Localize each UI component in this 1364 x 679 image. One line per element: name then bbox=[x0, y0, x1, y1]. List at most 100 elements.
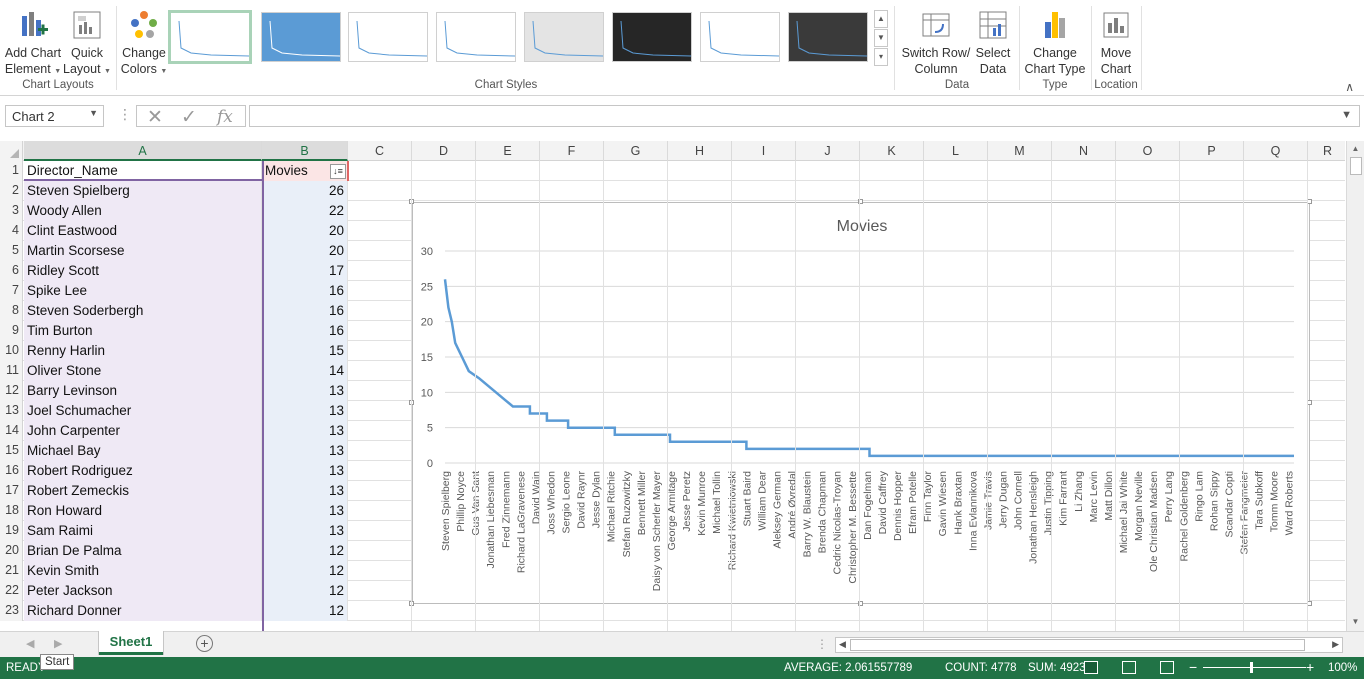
cell-director-name[interactable]: Steven Soderbergh bbox=[24, 301, 262, 321]
row-header[interactable]: 13 bbox=[0, 401, 23, 421]
cell-movies[interactable]: 26 bbox=[262, 181, 348, 201]
cell-director-name[interactable]: Spike Lee bbox=[24, 281, 262, 301]
name-box[interactable]: Chart 2 ▼ bbox=[5, 105, 104, 127]
chart-style-8[interactable] bbox=[788, 12, 868, 62]
cell-director-name[interactable]: Ridley Scott bbox=[24, 261, 262, 281]
chevron-down-icon[interactable]: ▼ bbox=[89, 108, 98, 118]
cell-director-name[interactable]: John Carpenter bbox=[24, 421, 262, 441]
column-header-n[interactable]: N bbox=[1052, 141, 1116, 161]
column-header-a[interactable]: A bbox=[24, 141, 262, 161]
zoom-out-button[interactable]: − bbox=[1189, 659, 1198, 675]
cell-director-name[interactable]: Michael Bay bbox=[24, 441, 262, 461]
cell-director-name[interactable]: Martin Scorsese bbox=[24, 241, 262, 261]
quick-layout-button[interactable]: Quick Layout ▼ bbox=[62, 8, 112, 80]
status-sum[interactable]: SUM: 4923 bbox=[1028, 662, 1086, 674]
cell-movies[interactable]: 13 bbox=[262, 521, 348, 541]
change-colors-button[interactable]: Change Colors ▼ bbox=[120, 8, 168, 80]
select-all-button[interactable] bbox=[0, 141, 23, 161]
cell-movies[interactable]: 13 bbox=[262, 441, 348, 461]
collapse-ribbon-icon[interactable]: ∧ bbox=[1345, 80, 1354, 94]
cell-movies[interactable]: 14 bbox=[262, 361, 348, 381]
chart-style-5[interactable] bbox=[524, 12, 604, 62]
add-chart-element-button[interactable]: Add Chart Element ▼ bbox=[4, 8, 62, 80]
sort-filter-dropdown-icon[interactable]: ↓≡ bbox=[330, 164, 346, 179]
row-header[interactable]: 7 bbox=[0, 281, 23, 301]
cell-director-name[interactable]: Tim Burton bbox=[24, 321, 262, 341]
cell-movies[interactable]: 13 bbox=[262, 461, 348, 481]
row-header[interactable]: 19 bbox=[0, 521, 23, 541]
cell-movies[interactable]: 13 bbox=[262, 381, 348, 401]
cell-director-name[interactable]: Director_Name bbox=[24, 161, 262, 181]
tab-split-grip-icon[interactable]: ⋮ bbox=[816, 637, 828, 651]
chart-style-4[interactable] bbox=[436, 12, 516, 62]
row-header[interactable]: 4 bbox=[0, 221, 23, 241]
row-header[interactable]: 8 bbox=[0, 301, 23, 321]
row-header[interactable]: 17 bbox=[0, 481, 23, 501]
cell-director-name[interactable]: Kevin Smith bbox=[24, 561, 262, 581]
cell-movies[interactable]: Movies bbox=[262, 161, 348, 181]
add-sheet-button[interactable]: + bbox=[196, 635, 213, 652]
cell-director-name[interactable]: Robert Rodriguez bbox=[24, 461, 262, 481]
cell-director-name[interactable]: Steven Spielberg bbox=[24, 181, 262, 201]
row-header[interactable]: 20 bbox=[0, 541, 23, 561]
column-header-h[interactable]: H bbox=[668, 141, 732, 161]
cell-movies[interactable]: 13 bbox=[262, 481, 348, 501]
scroll-left-icon[interactable]: ◀ bbox=[839, 639, 846, 649]
chart-style-6[interactable] bbox=[612, 12, 692, 62]
cell-movies[interactable]: 12 bbox=[262, 581, 348, 601]
insert-function-icon[interactable]: fx bbox=[217, 107, 233, 127]
normal-view-icon[interactable] bbox=[1084, 661, 1098, 674]
cell-director-name[interactable]: Robert Zemeckis bbox=[24, 481, 262, 501]
row-header[interactable]: 5 bbox=[0, 241, 23, 261]
expand-formula-bar-icon[interactable]: ▼ bbox=[1341, 109, 1352, 121]
cell-director-name[interactable]: Brian De Palma bbox=[24, 541, 262, 561]
zoom-in-button[interactable]: + bbox=[1306, 659, 1315, 675]
column-header-o[interactable]: O bbox=[1116, 141, 1180, 161]
cell-movies[interactable]: 22 bbox=[262, 201, 348, 221]
previous-sheet-icon[interactable]: ◀ bbox=[26, 638, 35, 650]
scroll-right-icon[interactable]: ▶ bbox=[1332, 639, 1339, 649]
switch-row-column-button[interactable]: Switch Row/ Column bbox=[900, 8, 972, 77]
cell-movies[interactable]: 13 bbox=[262, 401, 348, 421]
cell-director-name[interactable]: Sam Raimi bbox=[24, 521, 262, 541]
cell-movies[interactable]: 15 bbox=[262, 341, 348, 361]
chart-style-2[interactable] bbox=[261, 12, 341, 62]
formula-input[interactable]: ▼ bbox=[249, 105, 1360, 127]
cell-movies[interactable]: 20 bbox=[262, 241, 348, 261]
row-header[interactable]: 14 bbox=[0, 421, 23, 441]
select-data-button[interactable]: Select Data bbox=[972, 8, 1014, 77]
sheet-tab-sheet1[interactable]: Sheet1 bbox=[99, 631, 163, 655]
cell-director-name[interactable]: Richard Donner bbox=[24, 601, 262, 621]
cell-movies[interactable]: 12 bbox=[262, 601, 348, 621]
cell-movies[interactable]: 13 bbox=[262, 421, 348, 441]
row-header[interactable]: 15 bbox=[0, 441, 23, 461]
status-count[interactable]: COUNT: 4778 bbox=[945, 662, 1017, 674]
cell-director-name[interactable]: Renny Harlin bbox=[24, 341, 262, 361]
enter-icon[interactable]: ✓ bbox=[181, 107, 197, 128]
zoom-slider[interactable] bbox=[1203, 667, 1306, 668]
column-header-m[interactable]: M bbox=[988, 141, 1052, 161]
resize-handle[interactable] bbox=[858, 601, 863, 606]
row-header[interactable]: 10 bbox=[0, 341, 23, 361]
column-header-b[interactable]: B bbox=[262, 141, 348, 161]
scroll-down-icon[interactable]: ▼ bbox=[1351, 617, 1360, 626]
row-header[interactable]: 9 bbox=[0, 321, 23, 341]
row-header[interactable]: 6 bbox=[0, 261, 23, 281]
row-header[interactable]: 1 bbox=[0, 161, 23, 181]
row-header[interactable]: 23 bbox=[0, 601, 23, 621]
cell-movies[interactable]: 20 bbox=[262, 221, 348, 241]
row-header[interactable]: 12 bbox=[0, 381, 23, 401]
horizontal-scrollbar[interactable]: ◀ ▶ bbox=[835, 637, 1343, 653]
column-header-l[interactable]: L bbox=[924, 141, 988, 161]
column-header-i[interactable]: I bbox=[732, 141, 796, 161]
cell-movies[interactable]: 16 bbox=[262, 321, 348, 341]
column-header-d[interactable]: D bbox=[412, 141, 476, 161]
column-header-r[interactable]: R bbox=[1308, 141, 1345, 161]
row-header[interactable]: 3 bbox=[0, 201, 23, 221]
gallery-more-button[interactable]: ▾ bbox=[874, 48, 888, 66]
scroll-thumb[interactable] bbox=[850, 639, 1305, 651]
cell-director-name[interactable]: Peter Jackson bbox=[24, 581, 262, 601]
chart-object[interactable]: Movies 0 5 10 15 20 25 30 Steven Spielberg Philli… bbox=[412, 202, 1310, 604]
column-header-q[interactable]: Q bbox=[1244, 141, 1308, 161]
